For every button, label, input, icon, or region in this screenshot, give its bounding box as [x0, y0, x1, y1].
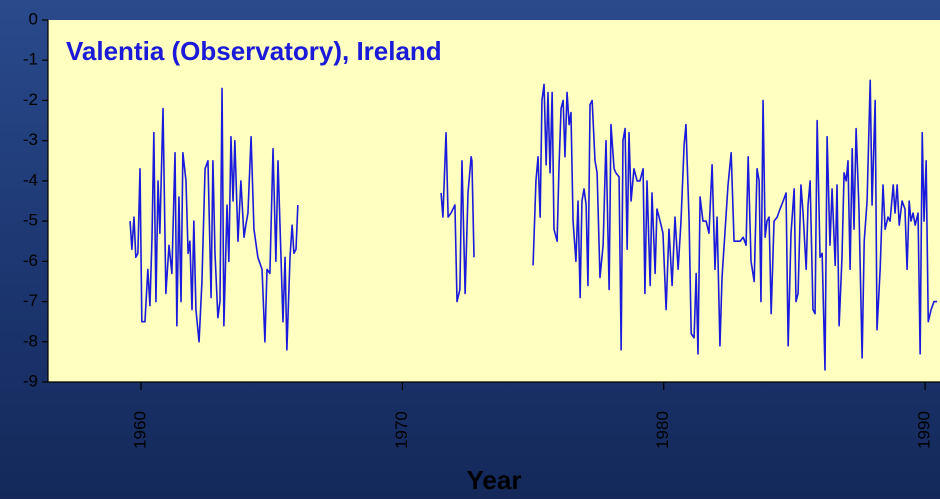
data-line	[129, 79, 938, 371]
y-tick-label: -7	[23, 291, 38, 310]
y-tick-label: -1	[23, 50, 38, 69]
y-tick-label: -6	[23, 251, 38, 270]
y-tick-label: 0	[29, 9, 38, 28]
x-axis-label: Year	[467, 465, 522, 495]
x-tick-label: 1970	[392, 411, 411, 449]
x-tick-label: 1990	[915, 411, 934, 449]
y-tick-label: -8	[23, 331, 38, 350]
y-tick-label: -4	[23, 170, 38, 189]
y-tick-label: -2	[23, 90, 38, 109]
chart-title: Valentia (Observatory), Ireland	[66, 36, 442, 66]
x-tick-label: 1980	[653, 411, 672, 449]
y-tick-label: -9	[23, 371, 38, 390]
y-tick-label: -5	[23, 211, 38, 230]
y-tick-label: -3	[23, 130, 38, 149]
x-tick-label: 1960	[131, 411, 150, 449]
